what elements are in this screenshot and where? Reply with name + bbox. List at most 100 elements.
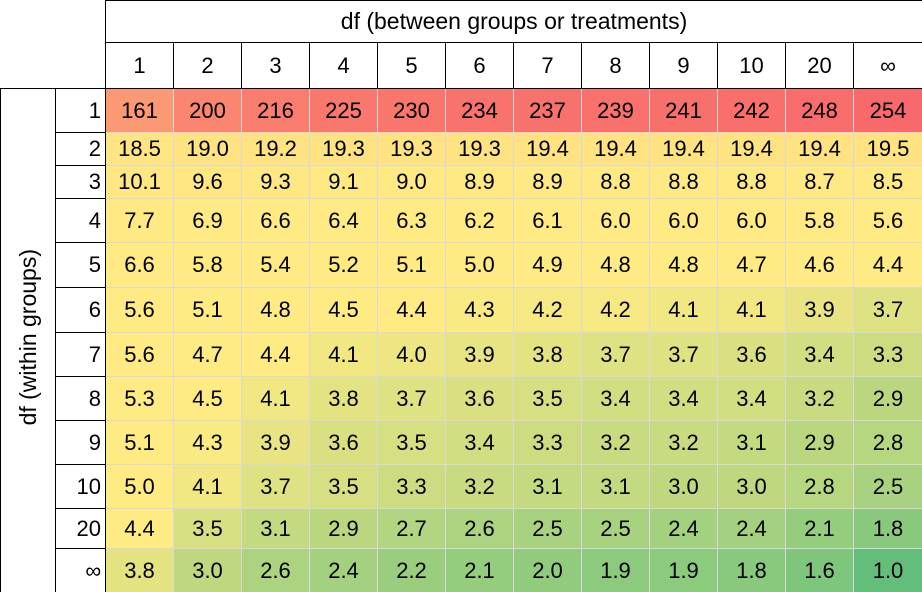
value-cell: 3.5: [173, 508, 242, 549]
value-cell: 9.1: [309, 165, 378, 199]
value-cell: 19.4: [649, 132, 718, 166]
value-cell: 6.6: [105, 242, 174, 288]
value-cell: 4.2: [513, 287, 582, 333]
value-cell: 7.7: [105, 198, 174, 243]
value-cell: 4.1: [717, 287, 786, 333]
value-cell: 5.6: [105, 332, 174, 377]
value-cell: 4.1: [649, 287, 718, 333]
column-header: 8: [581, 42, 650, 89]
value-cell: 18.5: [105, 132, 174, 166]
value-cell: 2.8: [785, 464, 854, 509]
value-cell: 5.6: [852, 198, 922, 243]
value-cell: 3.9: [241, 420, 310, 465]
column-header: 2: [173, 42, 242, 89]
value-cell: 1.9: [581, 548, 650, 592]
value-cell: 8.7: [785, 165, 854, 199]
row-title: df (within groups): [0, 88, 56, 592]
column-header: 3: [241, 42, 310, 89]
row-header: 9: [55, 420, 106, 465]
value-cell: 4.6: [785, 242, 854, 288]
value-cell: 3.7: [241, 464, 310, 509]
value-cell: 8.9: [445, 165, 514, 199]
row-header: 5: [55, 242, 106, 288]
row-header: 20: [55, 508, 106, 549]
value-cell: 2.5: [581, 508, 650, 549]
value-cell: 4.3: [173, 420, 242, 465]
column-header: 9: [649, 42, 718, 89]
value-cell: 6.2: [445, 198, 514, 243]
value-cell: 6.0: [649, 198, 718, 243]
value-cell: 3.8: [105, 548, 174, 592]
value-cell: 3.0: [173, 548, 242, 592]
value-cell: 5.0: [105, 464, 174, 509]
value-cell: 1.6: [785, 548, 854, 592]
value-cell: 3.7: [377, 376, 446, 421]
value-cell: 254: [852, 88, 922, 133]
value-cell: 2.9: [309, 508, 378, 549]
value-cell: 2.1: [785, 508, 854, 549]
value-cell: 3.8: [309, 376, 378, 421]
value-cell: 241: [649, 88, 718, 133]
value-cell: 2.6: [241, 548, 310, 592]
value-cell: 3.5: [513, 376, 582, 421]
value-cell: 6.3: [377, 198, 446, 243]
value-cell: 4.4: [241, 332, 310, 377]
value-cell: 248: [785, 88, 854, 133]
value-cell: 3.6: [309, 420, 378, 465]
value-cell: 242: [717, 88, 786, 133]
value-cell: 3.5: [309, 464, 378, 509]
value-cell: 6.9: [173, 198, 242, 243]
value-cell: 2.2: [377, 548, 446, 592]
value-cell: 3.4: [785, 332, 854, 377]
value-cell: 3.9: [785, 287, 854, 333]
value-cell: 3.6: [717, 332, 786, 377]
value-cell: 5.6: [105, 287, 174, 333]
value-cell: 2.4: [717, 508, 786, 549]
value-cell: 3.3: [513, 420, 582, 465]
value-cell: 5.8: [785, 198, 854, 243]
column-header: 7: [513, 42, 582, 89]
column-header: 10: [717, 42, 786, 89]
value-cell: 4.1: [173, 464, 242, 509]
value-cell: 225: [309, 88, 378, 133]
value-cell: 4.0: [377, 332, 446, 377]
value-cell: 234: [445, 88, 514, 133]
value-cell: 4.4: [377, 287, 446, 333]
row-header: 8: [55, 376, 106, 421]
row-header: ∞: [55, 548, 106, 592]
value-cell: 161: [105, 88, 174, 133]
value-cell: 6.1: [513, 198, 582, 243]
row-header: 1: [55, 88, 106, 133]
value-cell: 4.1: [309, 332, 378, 377]
value-cell: 216: [241, 88, 310, 133]
value-cell: 4.2: [581, 287, 650, 333]
value-cell: 3.1: [241, 508, 310, 549]
value-cell: 19.5: [852, 132, 922, 166]
column-header: 4: [309, 42, 378, 89]
column-header: 5: [377, 42, 446, 89]
value-cell: 19.4: [785, 132, 854, 166]
value-cell: 3.4: [581, 376, 650, 421]
value-cell: 3.5: [377, 420, 446, 465]
column-header: 1: [105, 42, 174, 89]
row-header: 4: [55, 198, 106, 243]
value-cell: 6.0: [581, 198, 650, 243]
value-cell: 4.8: [581, 242, 650, 288]
value-cell: 1.9: [649, 548, 718, 592]
value-cell: 2.4: [309, 548, 378, 592]
value-cell: 19.4: [717, 132, 786, 166]
value-cell: 19.3: [309, 132, 378, 166]
value-cell: 3.0: [649, 464, 718, 509]
row-header: 7: [55, 332, 106, 377]
value-cell: 5.4: [241, 242, 310, 288]
value-cell: 3.1: [581, 464, 650, 509]
value-cell: 3.7: [852, 287, 922, 333]
value-cell: 2.5: [852, 464, 922, 509]
column-title: df (between groups or treatments): [104, 0, 922, 43]
column-header: ∞: [852, 42, 922, 89]
value-cell: 9.0: [377, 165, 446, 199]
value-cell: 4.4: [852, 242, 922, 288]
row-header: 10: [55, 464, 106, 509]
value-cell: 3.4: [717, 376, 786, 421]
